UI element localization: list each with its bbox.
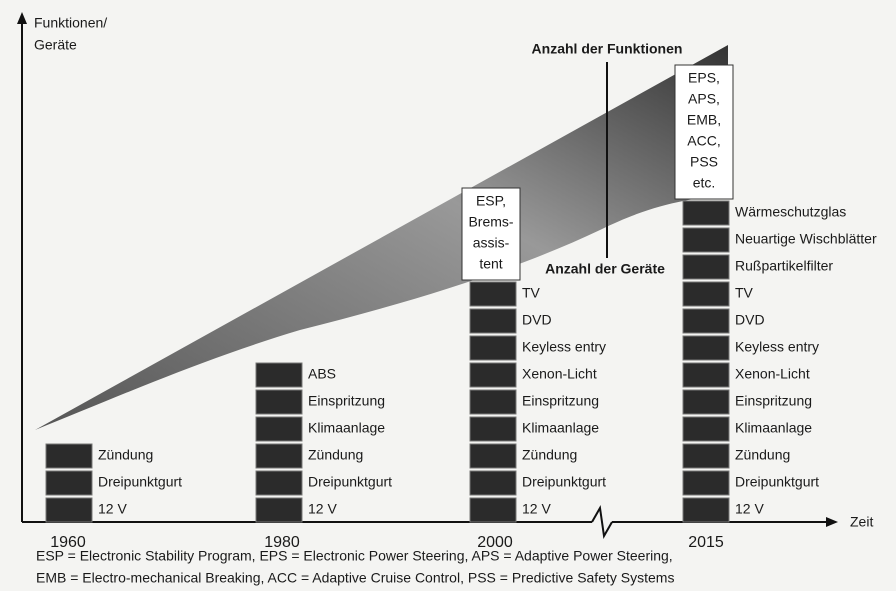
device-block bbox=[682, 416, 730, 442]
device-label: Keyless entry bbox=[735, 339, 819, 355]
device-block bbox=[45, 470, 93, 496]
device-label: Wärmeschutzglas bbox=[735, 204, 846, 220]
year-label: 2000 bbox=[477, 534, 513, 551]
device-label: Dreipunktgurt bbox=[522, 474, 606, 490]
device-label: Zündung bbox=[735, 447, 790, 463]
device-label: TV bbox=[522, 285, 541, 301]
device-block bbox=[682, 281, 730, 307]
function-label: assis- bbox=[473, 235, 510, 251]
function-label: EPS, bbox=[688, 70, 720, 86]
device-label: Neuartige Wischblätter bbox=[735, 231, 877, 247]
device-label: TV bbox=[735, 285, 754, 301]
function-label: ESP, bbox=[476, 193, 506, 209]
device-label: Xenon-Licht bbox=[522, 366, 597, 382]
device-block bbox=[469, 362, 517, 388]
device-label: 12 V bbox=[98, 501, 127, 517]
device-block bbox=[682, 254, 730, 280]
year-label: 1980 bbox=[264, 534, 300, 551]
device-block bbox=[45, 443, 93, 469]
device-block bbox=[682, 335, 730, 361]
device-block bbox=[682, 470, 730, 496]
function-label: EMB, bbox=[687, 112, 721, 128]
device-block bbox=[255, 470, 303, 496]
device-label: DVD bbox=[735, 312, 765, 328]
device-block bbox=[255, 416, 303, 442]
function-label: PSS bbox=[690, 154, 718, 170]
device-label: Klimaanlage bbox=[735, 420, 812, 436]
device-block bbox=[469, 470, 517, 496]
function-box bbox=[674, 64, 734, 200]
device-block bbox=[682, 362, 730, 388]
x-arrow bbox=[826, 517, 838, 527]
curve-label: Anzahl der Geräte bbox=[545, 261, 665, 277]
axis-break bbox=[591, 504, 613, 540]
device-label: DVD bbox=[522, 312, 552, 328]
device-label: Dreipunktgurt bbox=[735, 474, 819, 490]
curve-label: Anzahl der Funktionen bbox=[532, 41, 683, 57]
function-label: etc. bbox=[693, 175, 716, 191]
device-label: Einspritzung bbox=[522, 393, 599, 409]
device-label: Zündung bbox=[522, 447, 577, 463]
device-block bbox=[682, 389, 730, 415]
device-label: Einspritzung bbox=[308, 393, 385, 409]
device-block bbox=[682, 200, 730, 226]
y-arrow bbox=[17, 12, 27, 24]
device-block bbox=[469, 497, 517, 523]
device-label: ABS bbox=[308, 366, 336, 382]
device-block bbox=[682, 227, 730, 253]
function-label: APS, bbox=[688, 91, 720, 107]
device-label: Xenon-Licht bbox=[735, 366, 810, 382]
device-block bbox=[469, 308, 517, 334]
device-block bbox=[469, 335, 517, 361]
device-label: Zündung bbox=[98, 447, 153, 463]
device-block bbox=[469, 443, 517, 469]
device-block bbox=[682, 308, 730, 334]
device-label: 12 V bbox=[522, 501, 551, 517]
device-label: Keyless entry bbox=[522, 339, 606, 355]
function-box bbox=[461, 187, 521, 281]
y-label: Geräte bbox=[34, 37, 77, 53]
device-label: Einspritzung bbox=[735, 393, 812, 409]
device-label: Rußpartikelfilter bbox=[735, 258, 833, 274]
device-label: 12 V bbox=[735, 501, 764, 517]
function-label: Brems- bbox=[468, 214, 513, 230]
device-block bbox=[255, 497, 303, 523]
function-label: tent bbox=[479, 256, 502, 272]
band bbox=[35, 45, 728, 430]
device-block bbox=[45, 497, 93, 523]
footnote: ESP = Electronic Stability Program, EPS … bbox=[36, 548, 673, 564]
device-block bbox=[255, 362, 303, 388]
function-label: ACC, bbox=[687, 133, 720, 149]
device-label: Dreipunktgurt bbox=[98, 474, 182, 490]
device-block bbox=[469, 281, 517, 307]
y-label: Funktionen/ bbox=[34, 15, 107, 31]
device-block bbox=[469, 389, 517, 415]
device-block bbox=[255, 443, 303, 469]
year-label: 2015 bbox=[688, 534, 724, 551]
x-label: Zeit bbox=[850, 514, 873, 530]
device-label: Zündung bbox=[308, 447, 363, 463]
footnote: EMB = Electro-mechanical Breaking, ACC =… bbox=[36, 570, 674, 586]
device-block bbox=[469, 416, 517, 442]
device-label: 12 V bbox=[308, 501, 337, 517]
device-label: Dreipunktgurt bbox=[308, 474, 392, 490]
device-block bbox=[682, 497, 730, 523]
year-label: 1960 bbox=[50, 534, 86, 551]
device-block bbox=[682, 443, 730, 469]
device-label: Klimaanlage bbox=[522, 420, 599, 436]
device-label: Klimaanlage bbox=[308, 420, 385, 436]
device-block bbox=[255, 389, 303, 415]
